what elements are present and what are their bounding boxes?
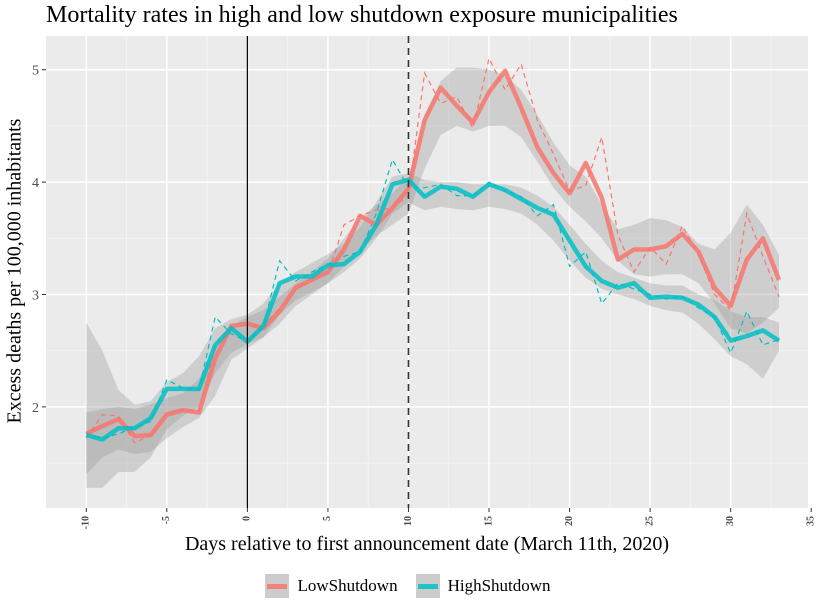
y-tick-label: 2 bbox=[32, 401, 39, 416]
confidence-band-HighShutdown bbox=[86, 173, 780, 488]
legend: LowShutdown HighShutdown bbox=[0, 574, 816, 598]
reference-lines bbox=[246, 36, 410, 508]
legend-swatch-low bbox=[267, 584, 288, 589]
legend-label-high: HighShutdown bbox=[447, 576, 551, 595]
confidence-band-LowShutdown bbox=[86, 67, 780, 475]
smooth-line-HighShutdown bbox=[85, 177, 781, 442]
x-tick-label: 15 bbox=[483, 516, 494, 526]
legend-label-low: LowShutdown bbox=[297, 576, 398, 595]
x-tick-label: 20 bbox=[564, 516, 575, 526]
legend-item-high: HighShutdown bbox=[415, 574, 551, 598]
axes: 2 3 4 5 -10 -5 0 5 10 15 20 25 30 35 bbox=[32, 64, 816, 530]
chart-title: Mortality rates in high and low shutdown… bbox=[46, 2, 678, 28]
y-tick-label: 5 bbox=[32, 64, 39, 79]
confidence-bands bbox=[86, 67, 780, 488]
legend-key-high bbox=[415, 574, 440, 598]
x-tick-label: -10 bbox=[81, 516, 92, 529]
x-tick-label: 35 bbox=[806, 516, 816, 526]
y-tick-label: 4 bbox=[32, 176, 39, 191]
x-tick-label: 5 bbox=[322, 516, 333, 521]
smoothed-series-lines bbox=[85, 68, 782, 442]
smooth-line-LowShutdown bbox=[85, 68, 782, 439]
legend-item-low: LowShutdown bbox=[265, 574, 398, 598]
x-tick-label: 0 bbox=[242, 516, 253, 521]
y-tick-label: 3 bbox=[32, 288, 39, 303]
raw-line-HighShutdown bbox=[86, 158, 780, 439]
legend-swatch-high bbox=[417, 584, 438, 589]
x-tick-label: -5 bbox=[161, 516, 172, 524]
x-axis-label: Days relative to first announcement date… bbox=[184, 533, 670, 555]
legend-key-low bbox=[265, 574, 290, 598]
x-tick-label: 30 bbox=[725, 516, 736, 526]
x-tick-label: 10 bbox=[403, 516, 414, 526]
x-tick-label: 25 bbox=[644, 516, 655, 526]
